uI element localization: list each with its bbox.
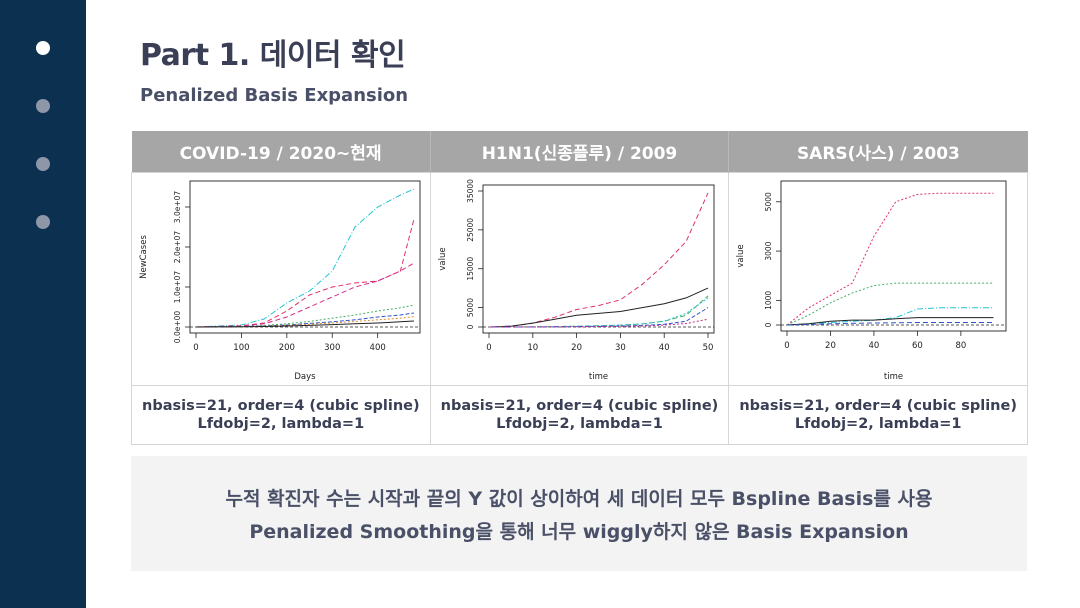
y-tick-label: 2.0e+07 <box>173 231 182 264</box>
sidebar <box>0 0 86 608</box>
x-tick-label: 80 <box>956 341 967 351</box>
comparison-table: COVID-19 / 2020~현재 H1N1(신종플루) / 2009 SAR… <box>131 131 1028 445</box>
x-tick-label: 60 <box>912 341 923 351</box>
plot-cell-h1n1: 0 10 20 30 40 50 0 5000 15000 25000 35000 time value <box>429 172 730 386</box>
y-tick-label: 5000 <box>466 298 475 317</box>
x-tick-label: 40 <box>658 343 669 353</box>
note-line1: nbasis=21, order=4 (cubic spline) <box>739 398 1017 414</box>
plot-cell-covid: 0 100 200 300 400 0.0e+00 1.0e+07 2.0e+07 3.0e+0… <box>131 172 431 386</box>
y-axis-label: value <box>736 244 746 267</box>
series-line-red <box>488 192 709 328</box>
y-tick-label: 3000 <box>764 241 773 260</box>
y-tick-label: 5000 <box>764 192 773 211</box>
nav-dot-4[interactable] <box>36 215 50 229</box>
y-tick-label: 0 <box>764 322 773 327</box>
plot-frame <box>189 180 421 334</box>
note-row: nbasis=21, order=4 (cubic spline) Lfdobj… <box>131 385 1028 445</box>
series-line-cyan <box>195 188 415 328</box>
plot-frame <box>482 184 715 334</box>
plot-frame <box>780 180 1007 332</box>
y-tick-label: 1.0e+07 <box>173 271 182 304</box>
series-line-black <box>195 320 415 328</box>
y-axis-label: value <box>438 247 448 270</box>
nav-dot-3[interactable] <box>36 157 50 171</box>
x-tick-label: 10 <box>527 343 538 353</box>
series-line-red <box>787 192 994 326</box>
h1n1-chart: 0 10 20 30 40 50 0 5000 15000 25000 35000 time value <box>438 179 715 382</box>
nav-dot-1[interactable] <box>36 41 50 55</box>
x-tick-label: 20 <box>571 343 582 353</box>
y-tick-label: 0.0e+00 <box>173 311 182 344</box>
x-tick-label: 400 <box>370 343 386 353</box>
series-line-black <box>488 287 708 328</box>
note-line1: nbasis=21, order=4 (cubic spline) <box>440 398 719 414</box>
nav-dot-2[interactable] <box>36 99 50 113</box>
sars-chart: 0 20 40 60 80 0 1000 3000 5000 time value <box>736 180 1007 382</box>
x-tick-label: 300 <box>324 343 340 353</box>
y-tick-label: 0 <box>466 324 475 329</box>
x-tick-label: 20 <box>825 341 836 351</box>
plot-row: 0 100 200 300 400 0.0e+00 1.0e+07 2.0e+07 3.0e+0… <box>131 172 1028 386</box>
x-tick-label: 100 <box>233 343 249 353</box>
summary-box: 누적 확진자 수는 시작과 끝의 Y 값이 상이하여 세 데이터 모두 Bspl… <box>131 456 1027 571</box>
x-tick-label: 0 <box>486 343 491 353</box>
series-line-black <box>787 317 994 326</box>
y-tick-label: 15000 <box>466 257 475 281</box>
x-tick-label: 0 <box>785 341 790 351</box>
x-axis-label: time <box>589 372 608 382</box>
column-header-sars: SARS(사스) / 2003 <box>728 131 1028 173</box>
column-header-h1n1: H1N1(신종플루) / 2009 <box>429 131 729 173</box>
x-tick-label: 50 <box>702 343 713 353</box>
y-tick-label: 1000 <box>764 291 773 310</box>
series-line-blue <box>488 307 708 328</box>
y-tick-label: 3.0e+07 <box>173 191 182 224</box>
x-axis-label: Days <box>294 372 316 382</box>
x-tick-label: 200 <box>279 343 295 353</box>
covid-chart: 0 100 200 300 400 0.0e+00 1.0e+07 2.0e+07 3.0e+0… <box>139 180 421 382</box>
column-header-covid: COVID-19 / 2020~현재 <box>131 131 431 173</box>
x-tick-label: 30 <box>615 343 626 353</box>
summary-line2: Penalized Smoothing을 통해 너무 wiggly하지 않은 B… <box>249 521 909 543</box>
y-tick-label: 25000 <box>466 218 475 242</box>
note-line2: Lfdobj=2, lambda=1 <box>197 416 365 432</box>
x-tick-label: 0 <box>193 343 198 353</box>
note-line2: Lfdobj=2, lambda=1 <box>794 416 962 432</box>
page-subtitle: Penalized Basis Expansion <box>140 85 409 106</box>
series-line-magenta <box>488 318 708 328</box>
note-line2: Lfdobj=2, lambda=1 <box>496 416 663 432</box>
y-tick-label: 35000 <box>466 179 475 203</box>
series-line-cyan <box>787 307 994 326</box>
page-title: Part 1. 데이터 확인 <box>140 38 406 73</box>
note-line1: nbasis=21, order=4 (cubic spline) <box>142 398 420 414</box>
series-line-blue <box>787 322 994 326</box>
series-line-green <box>787 282 994 326</box>
x-axis-label: time <box>884 372 903 382</box>
note-cell-h1n1: nbasis=21, order=4 (cubic spline) Lfdobj… <box>429 385 730 445</box>
series-line-magenta2 <box>195 262 415 328</box>
plot-cell-sars: 0 20 40 60 80 0 1000 3000 5000 time value <box>728 172 1028 386</box>
summary-line1: 누적 확진자 수는 시작과 끝의 Y 값이 상이하여 세 데이터 모두 Bspl… <box>225 488 933 510</box>
x-tick-label: 40 <box>869 341 880 351</box>
table-header-row: COVID-19 / 2020~현재 H1N1(신종플루) / 2009 SAR… <box>131 131 1028 173</box>
note-cell-covid: nbasis=21, order=4 (cubic spline) Lfdobj… <box>131 385 431 445</box>
series-line-magenta <box>195 218 415 328</box>
y-axis-label: NewCases <box>139 235 149 279</box>
note-cell-sars: nbasis=21, order=4 (cubic spline) Lfdobj… <box>728 385 1028 445</box>
